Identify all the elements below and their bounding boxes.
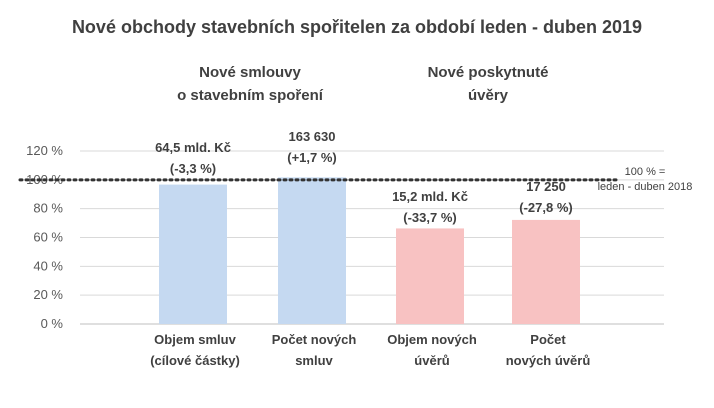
group-label-line: úvěry xyxy=(468,87,509,104)
x-category-label: Objem nových úvěrů xyxy=(387,332,477,368)
bar xyxy=(396,228,464,324)
y-tick-label: 80 % xyxy=(33,201,63,216)
group-label-line: Nové smlouvy xyxy=(199,64,301,81)
group-label-line: Nové poskytnuté xyxy=(428,64,549,81)
data-label: 64,5 mld. Kč (-3,3 %) xyxy=(155,140,231,176)
x-category-label-line: Objem nových xyxy=(387,332,477,347)
data-label: 15,2 mld. Kč (-33,7 %) xyxy=(392,189,468,225)
group-label: Nové poskytnuté úvěry xyxy=(428,64,549,104)
group-label-line: o stavebním spoření xyxy=(177,87,324,104)
x-category-label-line: úvěrů xyxy=(414,353,449,368)
reference-line-label-line: 100 % = xyxy=(625,166,666,178)
bars xyxy=(159,177,580,324)
data-label: 163 630 (+1,7 %) xyxy=(287,129,337,165)
x-category-label-line: Objem smluv xyxy=(154,332,236,347)
data-label-line: (+1,7 %) xyxy=(287,150,337,165)
data-label: 17 250 (-27,8 %) xyxy=(519,179,572,215)
x-category-label-line: Počet xyxy=(530,332,566,347)
x-category-label-line: smluv xyxy=(295,353,333,368)
bar xyxy=(512,219,580,324)
x-category-label-line: nových úvěrů xyxy=(506,353,591,368)
x-category-label: Počet nových úvěrů xyxy=(506,332,591,368)
data-label-line: 15,2 mld. Kč xyxy=(392,189,468,204)
y-tick-label: 40 % xyxy=(33,258,63,273)
x-category-label-line: Počet nových xyxy=(272,332,357,347)
reference-line-label-line: leden - duben 2018 xyxy=(598,181,693,193)
y-tick-label: 60 % xyxy=(33,230,63,245)
bar xyxy=(159,184,227,324)
data-label-line: 17 250 xyxy=(526,179,566,194)
data-label-line: (-33,7 %) xyxy=(403,210,456,225)
data-label-line: 163 630 xyxy=(289,129,336,144)
reference-line: 100 % = leden - duben 2018 xyxy=(18,166,693,193)
data-label-line: (-3,3 %) xyxy=(170,161,216,176)
group-label: Nové smlouvy o stavebním spoření xyxy=(177,64,324,104)
y-tick-label: 120 % xyxy=(26,143,63,158)
chart-title: Nové obchody stavebních spořitelen za ob… xyxy=(72,17,642,37)
y-tick-label: 20 % xyxy=(33,287,63,302)
data-label-line: (-27,8 %) xyxy=(519,200,572,215)
x-category-label: Objem smluv (cílové částky) xyxy=(150,332,240,368)
y-tick-label: 0 % xyxy=(41,316,64,331)
x-category-label: Počet nových smluv xyxy=(272,332,357,368)
x-category-label-line: (cílové částky) xyxy=(150,353,240,368)
labels: Nové smlouvy o stavebním spoření Nové posk… xyxy=(150,64,590,368)
bar xyxy=(278,177,346,324)
data-label-line: 64,5 mld. Kč xyxy=(155,140,231,155)
reference-line-label: 100 % = leden - duben 2018 xyxy=(598,166,693,193)
